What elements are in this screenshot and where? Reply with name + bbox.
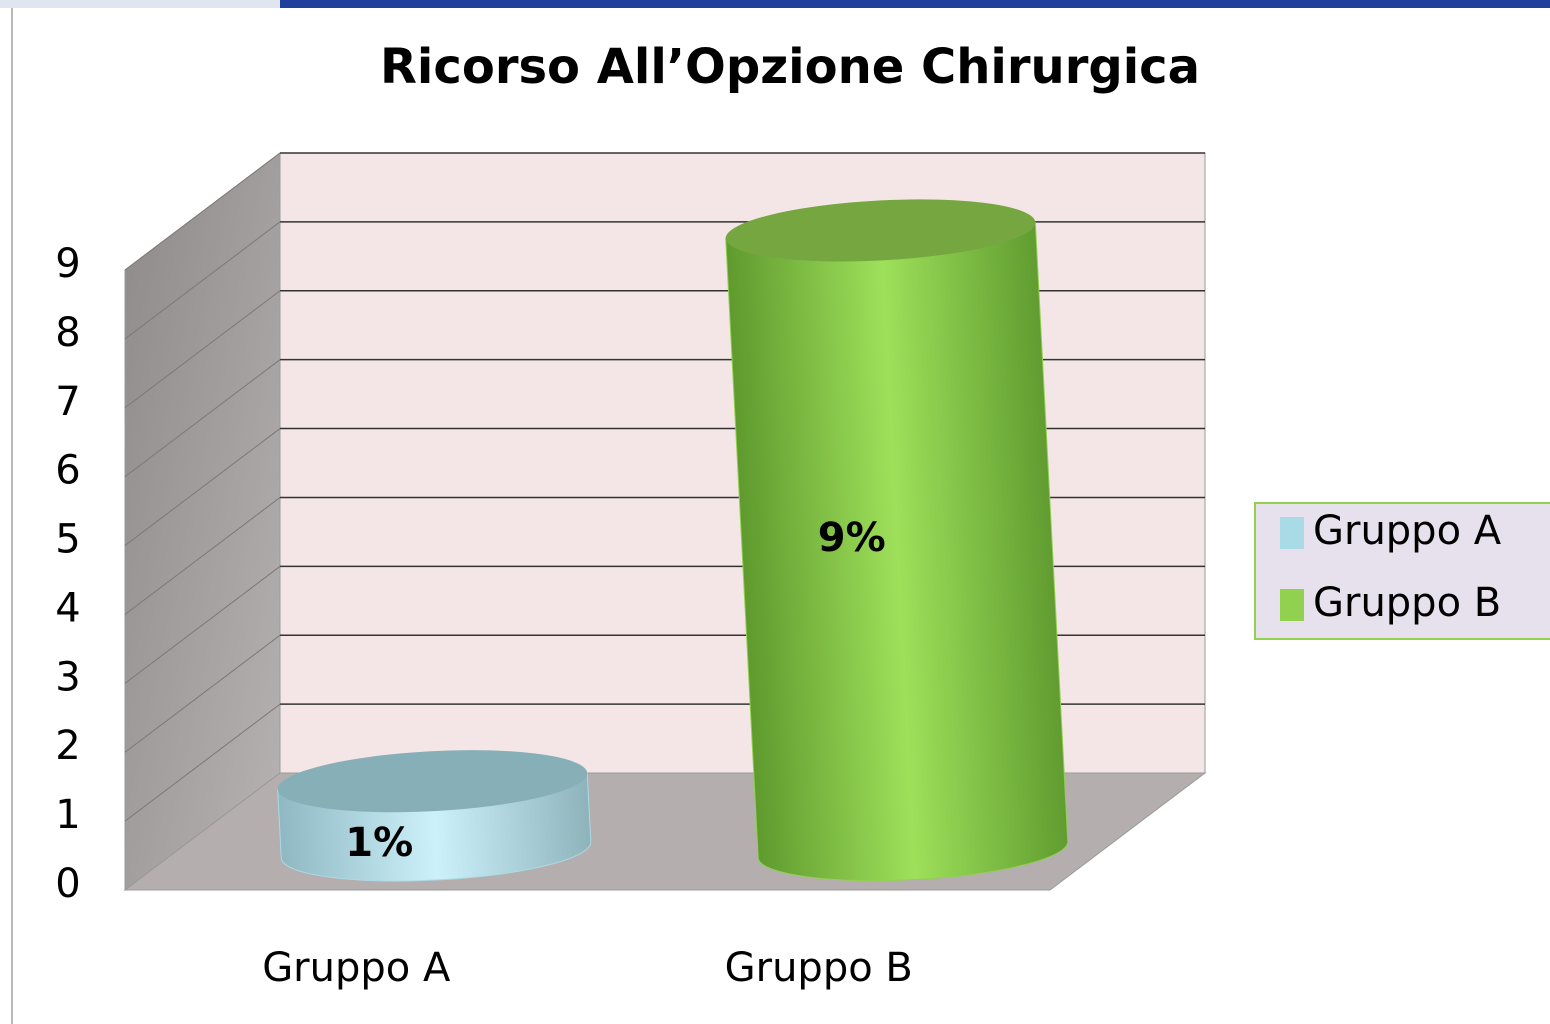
side-grid-line — [124, 703, 281, 822]
y-tick-label: 8 — [55, 310, 80, 356]
bar-top — [277, 750, 588, 813]
bar — [725, 221, 1069, 882]
chart-title: Ricorso All’Opzione Chirurgica — [380, 39, 1200, 95]
x-tick-label: Gruppo A — [262, 945, 451, 991]
side-grid-line — [124, 359, 281, 478]
data-label: 1% — [345, 820, 413, 866]
side-grid-line — [124, 290, 281, 409]
y-tick-label: 2 — [55, 723, 80, 769]
side-grid-line — [124, 497, 281, 615]
y-tick-label: 0 — [55, 861, 80, 907]
x-tick-label: Gruppo B — [725, 945, 913, 991]
legend-swatch — [1280, 589, 1304, 621]
top-bar — [280, 0, 1550, 8]
side-grid-line — [124, 565, 281, 684]
y-tick-label: 9 — [55, 241, 80, 287]
y-tick-label: 3 — [55, 654, 80, 700]
bar-top — [725, 199, 1036, 262]
y-tick-label: 6 — [55, 448, 80, 494]
side-grid-line — [124, 428, 281, 546]
y-tick-label: 7 — [55, 379, 80, 425]
y-tick-label: 5 — [55, 517, 80, 563]
y-tick-label: 4 — [55, 585, 80, 631]
legend-label: Gruppo A — [1313, 508, 1502, 554]
y-tick-label: 1 — [55, 792, 80, 838]
legend-label: Gruppo B — [1313, 580, 1501, 626]
side-grid-line — [124, 634, 281, 753]
side-grid-line — [124, 152, 281, 271]
data-label: 9% — [818, 515, 886, 561]
top-tab — [0, 0, 280, 8]
legend-swatch — [1280, 517, 1304, 549]
side-wall — [124, 151, 281, 892]
side-grid-line — [124, 221, 281, 340]
legend — [1254, 502, 1550, 640]
